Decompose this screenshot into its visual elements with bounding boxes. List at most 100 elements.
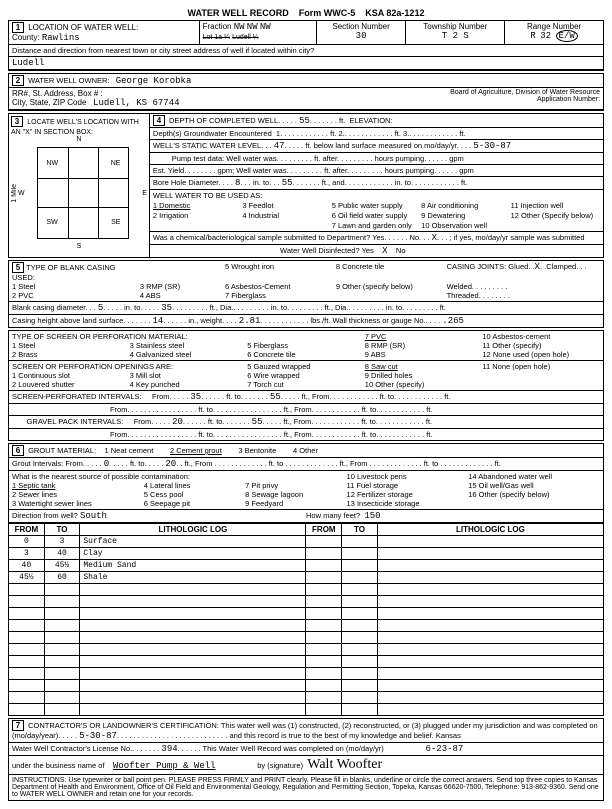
form-title: WATER WELL RECORD Form WWC-5 KSA 82a-121…: [8, 8, 604, 18]
table-cell: [80, 656, 306, 668]
cert-section: 7 CONTRACTOR'S OR LANDOWNER'S CERTIFICAT…: [8, 718, 604, 801]
contam-opt-0: 4 Lateral lines: [144, 481, 245, 490]
table-cell: [306, 536, 342, 548]
screen-opt-0: 1 Steel: [12, 341, 130, 350]
compass-s: S: [11, 243, 147, 250]
casing-opt-6: 6 Asbestos-Cement: [225, 282, 336, 291]
table-cell: [306, 608, 342, 620]
depth-label: DEPTH OF COMPLETED WELL: [169, 116, 278, 125]
gw3: ft. 3.: [395, 129, 410, 138]
table-cell: [80, 596, 306, 608]
lithologic-table: FROM TO LITHOLOGIC LOG FROM TO LITHOLOGI…: [8, 523, 604, 716]
table-cell: [306, 620, 342, 632]
table-cell: [306, 584, 342, 596]
bore-ft: ft.: [461, 178, 467, 187]
diam-label: Blank casing diameter: [12, 303, 85, 312]
table-cell: [9, 596, 45, 608]
litho-h-1: TO: [44, 524, 80, 536]
dir-value: South: [80, 511, 107, 521]
title-text: WATER WELL RECORD: [188, 8, 289, 18]
table-cell: [342, 680, 378, 692]
table-cell: [44, 692, 80, 704]
gpm2: gpm: [459, 166, 474, 175]
contam-opt-5: 5 Cess pool: [144, 490, 245, 499]
weight-tail: lbs./ft. Wall thickness or gauge No.: [310, 316, 425, 325]
lic-label: Water Well Contractor's License No.: [12, 744, 132, 753]
owner-label: WATER WELL OWNER:: [28, 76, 109, 85]
county-value: Rawlins: [42, 33, 80, 43]
use-10: [153, 221, 242, 230]
contam-opt-1: 7 Pit privy: [245, 481, 346, 490]
gpm1: gpm: [449, 154, 464, 163]
table-cell: 0: [9, 536, 45, 548]
from-1: From: [152, 392, 170, 401]
table-row: [9, 644, 604, 656]
screen-opt-5: 2 Brass: [12, 350, 130, 359]
tail3-3: ft.: [426, 417, 432, 426]
screen-opt-6: 4 Galvanized steel: [130, 350, 248, 359]
table-cell: [80, 632, 306, 644]
cert-date2: 6-23-87: [426, 744, 464, 754]
table-cell: [377, 572, 603, 584]
table-cell: [342, 692, 378, 704]
bore-tail: ft., and: [322, 178, 345, 187]
contam-sel: 1 Septic tank: [12, 481, 144, 490]
casing-opt-3: 8 Concrete tile: [336, 262, 447, 282]
threaded: Threaded: [447, 291, 479, 300]
tov1: 55: [270, 392, 281, 402]
casing-label: TYPE OF BLANK CASING USED:: [12, 263, 116, 282]
table-cell: [342, 560, 378, 572]
table-cell: Clay: [80, 548, 306, 560]
table-cell: [342, 644, 378, 656]
table-cell: [377, 596, 603, 608]
table-cell: 40: [44, 548, 80, 560]
section-num-label: Section Number: [332, 22, 389, 31]
table-cell: [44, 632, 80, 644]
gfrom: 20: [172, 417, 183, 427]
county-label: County:: [12, 33, 40, 42]
tail2-4: ft. to: [362, 430, 377, 439]
use-4: 11 Injection well: [511, 201, 600, 210]
use-8: 9 Dewatering: [421, 211, 510, 220]
contam-opt-2: 10 Livestock pens: [347, 472, 469, 481]
open-opt-8: 10 Other (specify): [365, 380, 483, 389]
use-2: 5 Public water supply: [332, 201, 421, 210]
table-cell: [44, 584, 80, 596]
table-cell: 3: [44, 536, 80, 548]
table-cell: [44, 620, 80, 632]
table-cell: [44, 704, 80, 716]
contam-opt-9: 3 Watertight sewer lines: [12, 499, 144, 508]
grid-sw: SW: [46, 219, 57, 226]
sig-label: by (signature): [257, 761, 303, 770]
fromv1: 35: [190, 392, 201, 402]
grout-label: GROUT MATERIAL:: [28, 446, 96, 455]
cert-tail1: and this record is true to the best of m…: [229, 731, 460, 740]
table-cell: [342, 704, 378, 716]
open-opt-4: 11 None (open hole): [482, 362, 600, 371]
perf-label: SCREEN-PERFORATED INTERVALS:: [12, 392, 142, 401]
township-value: T 2 S: [442, 31, 469, 41]
screen-sel: 7 PVC: [365, 332, 483, 341]
contam-opt-8: 15 Oil well/Gas well: [468, 481, 600, 490]
grid-se: SE: [111, 219, 120, 226]
tail3-4: ft.: [426, 430, 432, 439]
tail3-2: ft.: [426, 405, 432, 414]
instructions: INSTRUCTIONS: Use typewriter or ball poi…: [9, 775, 603, 800]
elev-label: ELEVATION:: [349, 116, 392, 125]
table-cell: [44, 608, 80, 620]
range-ew: E/W: [556, 30, 578, 42]
chem-x: X: [432, 233, 437, 243]
est-after: gpm; Well water was: [218, 166, 287, 175]
table-row: [9, 668, 604, 680]
static-date: 5-30-87: [473, 141, 511, 151]
est-label: Est. Yield: [153, 166, 184, 175]
table-cell: [9, 584, 45, 596]
litho-h-4: TO: [342, 524, 378, 536]
int-from: 0: [104, 459, 109, 469]
owner-section: 2 WATER WELL OWNER: George Korobka RR#, …: [8, 73, 604, 111]
joints-x: X: [535, 262, 540, 272]
table-row: [9, 680, 604, 692]
table-cell: [80, 608, 306, 620]
diam1: 5: [98, 303, 103, 313]
table-cell: [306, 704, 342, 716]
